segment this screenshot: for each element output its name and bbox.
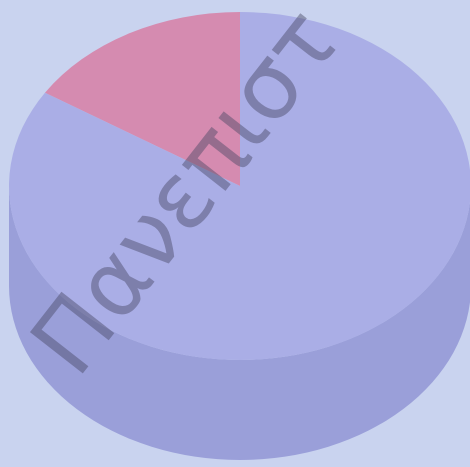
pie <box>9 12 470 460</box>
slice <box>9 12 470 360</box>
slice <box>44 12 240 186</box>
slice-side <box>9 186 470 460</box>
